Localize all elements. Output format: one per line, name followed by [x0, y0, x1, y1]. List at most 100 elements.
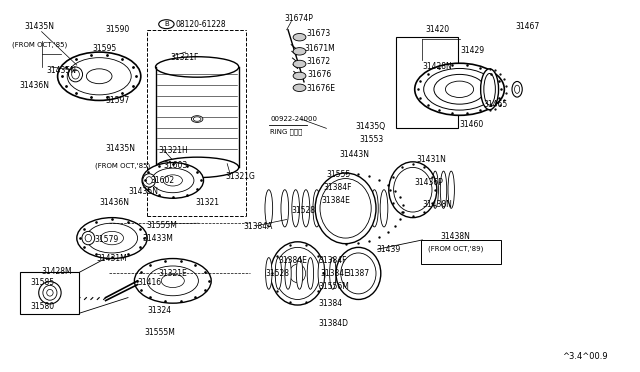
- Circle shape: [293, 33, 306, 41]
- Text: 31590: 31590: [106, 25, 130, 34]
- Ellipse shape: [38, 282, 61, 304]
- Text: 31384D: 31384D: [319, 319, 349, 328]
- Circle shape: [152, 168, 194, 193]
- Ellipse shape: [191, 116, 203, 122]
- Ellipse shape: [285, 257, 291, 289]
- Bar: [396, 37, 458, 128]
- Text: 31384E: 31384E: [278, 256, 307, 265]
- Text: 31428M: 31428M: [42, 267, 72, 276]
- Ellipse shape: [389, 162, 437, 218]
- Circle shape: [67, 58, 131, 95]
- Text: 31384F: 31384F: [318, 256, 347, 265]
- Ellipse shape: [392, 171, 399, 208]
- Ellipse shape: [156, 57, 239, 77]
- Text: ^3.4^00.9: ^3.4^00.9: [563, 352, 608, 361]
- Ellipse shape: [85, 234, 92, 242]
- Bar: [421, 240, 501, 264]
- Text: 31321H: 31321H: [159, 146, 188, 155]
- Text: 31435Q: 31435Q: [355, 122, 385, 131]
- Text: 31431N: 31431N: [416, 155, 446, 164]
- Circle shape: [159, 20, 174, 29]
- Text: RING リング: RING リング: [270, 129, 303, 135]
- Circle shape: [293, 60, 306, 68]
- Text: 31321G: 31321G: [225, 172, 255, 181]
- Text: 31556M: 31556M: [319, 282, 349, 291]
- Text: 31676E: 31676E: [306, 84, 335, 93]
- Text: 31428N: 31428N: [422, 62, 452, 71]
- Ellipse shape: [302, 190, 310, 227]
- Text: 31674P: 31674P: [285, 14, 314, 23]
- Ellipse shape: [307, 257, 314, 289]
- Text: 31580: 31580: [31, 302, 55, 311]
- Circle shape: [100, 231, 124, 245]
- Ellipse shape: [512, 81, 522, 97]
- Ellipse shape: [341, 257, 348, 289]
- Text: (FROM OCT,'89): (FROM OCT,'89): [428, 246, 483, 253]
- Text: 31585: 31585: [31, 278, 55, 287]
- Ellipse shape: [351, 190, 359, 227]
- Ellipse shape: [332, 190, 340, 227]
- Ellipse shape: [143, 174, 156, 187]
- Text: 31676: 31676: [307, 70, 332, 79]
- Circle shape: [193, 117, 201, 121]
- Text: 31435N: 31435N: [128, 187, 158, 196]
- Text: 31384: 31384: [319, 299, 343, 308]
- Ellipse shape: [290, 264, 306, 283]
- Circle shape: [86, 69, 112, 84]
- Ellipse shape: [416, 171, 422, 208]
- Text: 31595: 31595: [93, 44, 117, 53]
- Text: 31384E: 31384E: [321, 196, 350, 205]
- Ellipse shape: [440, 171, 447, 208]
- Text: 31436P: 31436P: [415, 178, 444, 187]
- Circle shape: [147, 266, 198, 296]
- Text: 31597: 31597: [106, 96, 130, 105]
- Ellipse shape: [371, 190, 378, 227]
- Ellipse shape: [481, 69, 499, 110]
- Circle shape: [293, 84, 306, 92]
- Ellipse shape: [341, 253, 376, 294]
- Ellipse shape: [68, 67, 83, 82]
- Text: 31435N: 31435N: [24, 22, 54, 31]
- Text: 31555M: 31555M: [144, 328, 175, 337]
- Text: 31321: 31321: [195, 198, 219, 207]
- Ellipse shape: [336, 247, 381, 299]
- Circle shape: [86, 223, 138, 253]
- Circle shape: [445, 81, 474, 97]
- Ellipse shape: [400, 171, 406, 208]
- Ellipse shape: [266, 257, 272, 289]
- Ellipse shape: [330, 257, 336, 289]
- Text: 31321F: 31321F: [171, 53, 199, 62]
- Text: (FROM OCT,'85): (FROM OCT,'85): [12, 41, 67, 48]
- Ellipse shape: [156, 157, 239, 177]
- Circle shape: [293, 48, 306, 55]
- Circle shape: [424, 68, 495, 110]
- Circle shape: [415, 63, 504, 115]
- Circle shape: [434, 74, 485, 104]
- Text: 31579: 31579: [95, 235, 119, 244]
- Text: 31555M: 31555M: [146, 221, 177, 230]
- Text: 31460: 31460: [460, 120, 484, 129]
- Ellipse shape: [320, 179, 371, 238]
- Text: 31321E: 31321E: [159, 269, 188, 278]
- Ellipse shape: [316, 173, 376, 244]
- Text: 31438N: 31438N: [422, 200, 452, 209]
- Ellipse shape: [448, 171, 454, 208]
- Text: 31603: 31603: [163, 161, 188, 170]
- Text: 31384A: 31384A: [243, 222, 273, 231]
- Ellipse shape: [515, 85, 520, 93]
- Circle shape: [134, 259, 211, 303]
- Text: 31431M: 31431M: [96, 254, 127, 263]
- Ellipse shape: [292, 190, 300, 227]
- Ellipse shape: [275, 257, 282, 289]
- Text: 31467: 31467: [516, 22, 540, 31]
- Text: 31443N: 31443N: [339, 150, 369, 159]
- Text: 31416: 31416: [138, 278, 162, 287]
- Ellipse shape: [82, 231, 95, 245]
- Ellipse shape: [408, 171, 414, 208]
- Text: (FROM OCT,'85): (FROM OCT,'85): [95, 162, 150, 169]
- Circle shape: [58, 52, 141, 100]
- Text: 31384F: 31384F: [323, 183, 352, 192]
- Ellipse shape: [313, 190, 321, 227]
- Ellipse shape: [432, 171, 438, 208]
- Text: 00922-24000: 00922-24000: [270, 116, 317, 122]
